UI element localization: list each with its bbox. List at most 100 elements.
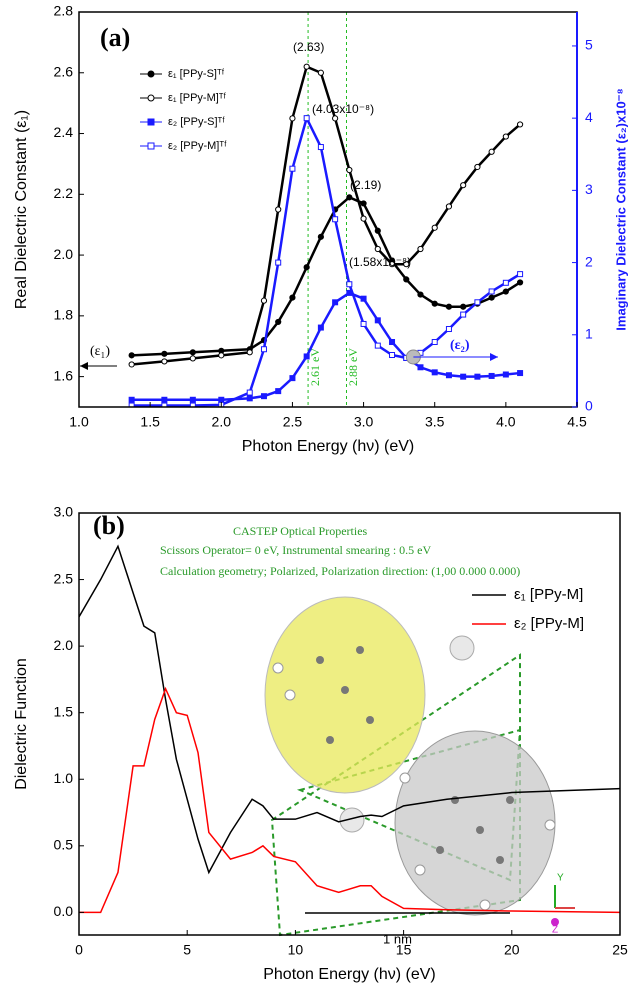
y2-tick-label: 1: [585, 325, 593, 341]
y2-tick-label: 2: [585, 253, 593, 269]
molecule-illustration: [265, 597, 575, 935]
marker: [432, 340, 437, 345]
marker: [261, 347, 266, 352]
marker: [318, 70, 323, 75]
marker: [475, 164, 480, 169]
marker: [190, 397, 195, 402]
legend-label: ε₂ [PPy-M]ᵀᶠ: [168, 140, 227, 152]
x-tick-label: 25: [612, 942, 628, 958]
y-tick-label: 2.5: [54, 570, 74, 586]
marker: [276, 389, 281, 394]
y2-tick-label: 3: [585, 181, 593, 197]
marker: [347, 167, 352, 172]
y-tick-label: 1.6: [54, 367, 74, 383]
x-tick-label: 10: [288, 942, 304, 958]
marker: [418, 246, 423, 251]
marker: [375, 343, 380, 348]
y2-tick-label: 4: [585, 109, 593, 125]
annotation: Y: [557, 873, 564, 884]
marker: [129, 353, 134, 358]
marker: [517, 122, 522, 127]
marker: [361, 201, 366, 206]
x-tick-label: 2.5: [283, 414, 303, 430]
marker: [503, 280, 508, 285]
marker: [347, 195, 352, 200]
x-tick-label: 15: [396, 942, 412, 958]
annotation: (2.63): [293, 40, 324, 54]
marker: [318, 325, 323, 330]
marker: [517, 280, 522, 285]
marker: [129, 362, 134, 367]
annotation: Scissors Operator= 0 eV, Instrumental sm…: [160, 543, 431, 557]
marker: [489, 373, 494, 378]
x-tick-label: 5: [183, 942, 191, 958]
marker: [475, 374, 480, 379]
marker: [518, 272, 523, 277]
legend-label: ε₁ [PPy-S]ᵀᶠ: [168, 68, 225, 80]
marker: [432, 301, 437, 306]
reference-label: 2.61 eV: [308, 348, 322, 386]
y-tick-label: 2.0: [54, 246, 74, 262]
annotation: (a): [100, 23, 130, 52]
marker: [390, 353, 395, 358]
marker: [162, 397, 167, 402]
marker: [333, 217, 338, 222]
y-tick-label: 2.0: [54, 637, 74, 653]
arrow-head: [490, 353, 498, 361]
y2-tick-label: 5: [585, 37, 593, 53]
x-tick-label: 1.5: [140, 414, 160, 430]
marker: [375, 318, 380, 323]
y-tick-label: 1.8: [54, 307, 74, 323]
marker: [290, 376, 295, 381]
y-tick-label: 2.2: [54, 185, 74, 201]
marker: [461, 374, 466, 379]
marker: [304, 116, 309, 121]
legend-label: ε₁ [PPy-M]: [514, 586, 583, 603]
marker: [489, 149, 494, 154]
plot-frame: [79, 12, 577, 407]
series-line: [132, 118, 520, 405]
x-tick-label: 0: [75, 942, 83, 958]
marker: [461, 312, 466, 317]
x-tick-label: 1.0: [69, 414, 89, 430]
marker: [318, 145, 323, 150]
marker: [404, 277, 409, 282]
marker: [503, 289, 508, 294]
y-tick-label: 1.0: [54, 770, 74, 786]
y2-axis-label: Imaginary Dielectric Constant (ε₂)x10⁻⁸: [613, 88, 628, 330]
marker: [518, 371, 523, 376]
y2-tick-label: 0: [585, 398, 593, 414]
marker: [276, 260, 281, 265]
marker: [276, 207, 281, 212]
atom-sphere: [450, 636, 474, 660]
x-tick-label: 3.5: [425, 414, 445, 430]
marker: [446, 304, 451, 309]
marker: [290, 166, 295, 171]
marker: [276, 319, 281, 324]
marker: [361, 296, 366, 301]
marker: [261, 394, 266, 399]
annotation: CASTEP Optical Properties: [233, 524, 368, 538]
marker: [503, 134, 508, 139]
marker: [190, 350, 195, 355]
marker: [318, 234, 323, 239]
marker: [304, 354, 309, 359]
marker: [503, 372, 508, 377]
marker: [375, 246, 380, 251]
y-tick-label: 2.6: [54, 63, 74, 79]
x-tick-label: 3.0: [354, 414, 374, 430]
legend-marker: [148, 71, 154, 77]
marker: [461, 304, 466, 309]
marker: [219, 397, 224, 402]
molecule-sphere: [395, 731, 555, 915]
marker: [418, 292, 423, 297]
annotation: Calculation geometry; Polarized, Polariz…: [160, 564, 520, 578]
marker: [304, 265, 309, 270]
marker: [162, 359, 167, 364]
page: {"chart_data": [ {"type": "line", "xlabe…: [0, 0, 640, 1006]
marker: [247, 390, 252, 395]
marker: [446, 373, 451, 378]
reference-label: 2.88 eV: [346, 348, 360, 386]
marker: [347, 282, 352, 287]
annotation: (ε₁): [90, 344, 110, 359]
